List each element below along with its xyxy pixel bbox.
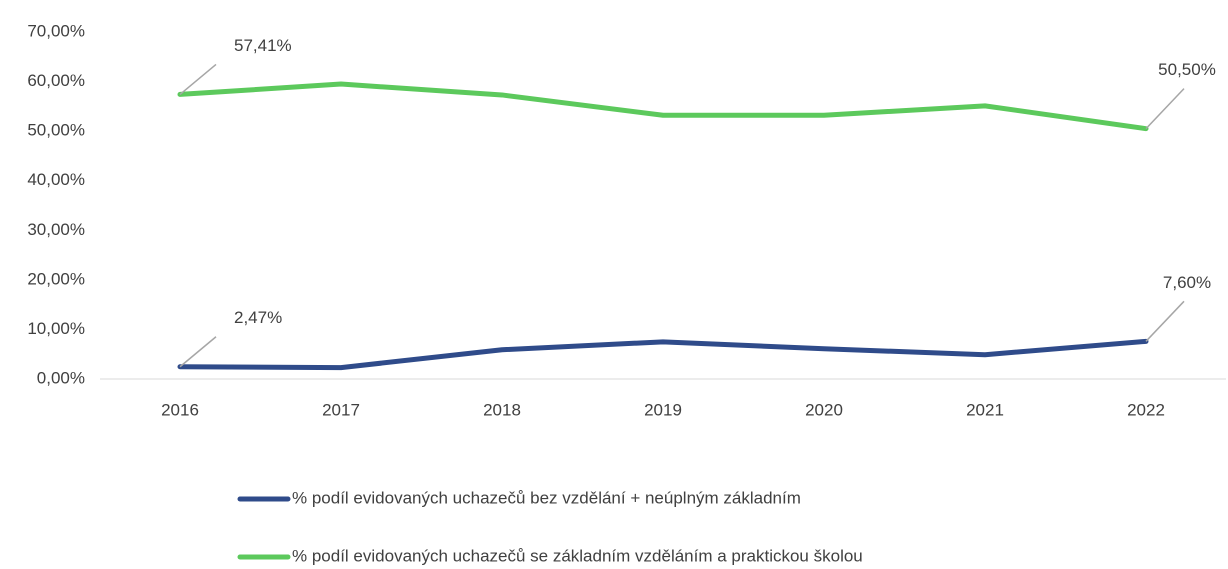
legend-label: % podíl evidovaných uchazečů se základní…: [292, 546, 863, 565]
legend-label: % podíl evidovaných uchazečů bez vzdělán…: [292, 488, 801, 507]
y-tick-label: 60,00%: [27, 71, 85, 90]
x-tick-label: 2022: [1127, 400, 1165, 419]
data-label: 7,60%: [1163, 273, 1211, 292]
y-tick-label: 0,00%: [37, 368, 85, 387]
y-tick-label: 20,00%: [27, 269, 85, 288]
series-line: [177, 338, 1149, 371]
leader-line: [1145, 300, 1185, 342]
x-tick-label: 2020: [805, 400, 843, 419]
y-tick-label: 30,00%: [27, 220, 85, 239]
leader-line: [179, 336, 217, 368]
x-tick-label: 2016: [161, 400, 199, 419]
y-tick-label: 40,00%: [27, 170, 85, 189]
x-tick-label: 2019: [644, 400, 682, 419]
x-tick-label: 2017: [322, 400, 360, 419]
data-label: 50,50%: [1158, 60, 1216, 79]
x-tick-label: 2021: [966, 400, 1004, 419]
y-tick-label: 10,00%: [27, 319, 85, 338]
leader-line: [179, 63, 217, 95]
leader-line: [1145, 88, 1185, 130]
x-tick-label: 2018: [483, 400, 521, 419]
series-line: [177, 81, 1149, 132]
data-label: 57,41%: [234, 36, 292, 55]
data-label: 2,47%: [234, 308, 282, 327]
y-tick-label: 70,00%: [27, 21, 85, 40]
y-tick-label: 50,00%: [27, 121, 85, 140]
